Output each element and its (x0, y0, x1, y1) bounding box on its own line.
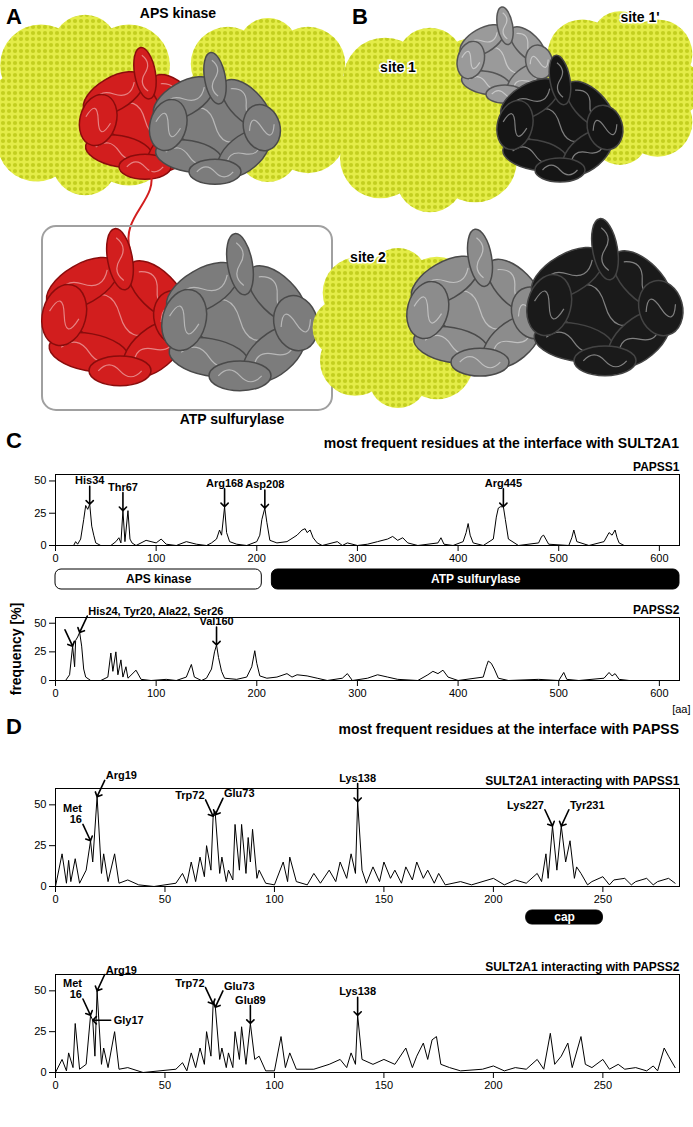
svg-text:His24, Tyr20, Ala22, Ser26: His24, Tyr20, Ala22, Ser26 (88, 605, 223, 617)
html-text:D: D (6, 714, 22, 739)
svg-text:0: 0 (40, 880, 46, 892)
svg-text:0: 0 (52, 687, 58, 699)
svg-text:0: 0 (52, 552, 58, 564)
svg-text:Gly17: Gly17 (114, 1014, 144, 1026)
svg-text:PAPSS1: PAPSS1 (633, 460, 680, 474)
svg-text:Met16: Met16 (63, 802, 82, 825)
svg-text:Glu89: Glu89 (235, 994, 266, 1006)
svg-text:100: 100 (147, 552, 165, 564)
svg-text:25: 25 (34, 1025, 46, 1037)
svg-text:25: 25 (34, 507, 46, 519)
svg-text:50: 50 (34, 617, 46, 629)
svg-text:PAPSS2: PAPSS2 (633, 603, 680, 617)
svg-text:Tyr231: Tyr231 (570, 799, 605, 811)
svg-text:site 1': site 1' (620, 9, 659, 25)
svg-text:0: 0 (40, 674, 46, 686)
svg-text:0: 0 (52, 893, 58, 905)
svg-text:0: 0 (40, 1066, 46, 1078)
svg-text:50: 50 (34, 474, 46, 486)
svg-text:Trp72: Trp72 (175, 977, 204, 989)
svg-text:0: 0 (52, 1079, 58, 1091)
svg-text:200: 200 (484, 1079, 502, 1091)
svg-text:[aa]: [aa] (672, 703, 690, 715)
svg-text:Arg445: Arg445 (485, 477, 522, 489)
svg-text:500: 500 (550, 552, 568, 564)
svg-text:25: 25 (34, 645, 46, 657)
svg-text:200: 200 (248, 687, 266, 699)
svg-text:Val160: Val160 (199, 615, 234, 627)
svg-text:50: 50 (159, 893, 171, 905)
svg-text:SULT2A1 interacting with PAPSS: SULT2A1 interacting with PAPSS2 (485, 960, 680, 974)
svg-text:200: 200 (484, 893, 502, 905)
svg-text:His34: His34 (75, 474, 105, 486)
svg-text:Lys138: Lys138 (339, 772, 376, 784)
svg-text:250: 250 (594, 1079, 612, 1091)
svg-text:Glu73: Glu73 (224, 980, 255, 992)
svg-text:frequency [%]: frequency [%] (8, 603, 24, 696)
svg-text:150: 150 (375, 893, 393, 905)
svg-text:100: 100 (265, 1079, 283, 1091)
svg-text:Arg19: Arg19 (106, 769, 137, 781)
html-text:most frequent residues at the: most frequent residues at the interface … (323, 435, 679, 451)
svg-text:150: 150 (375, 1079, 393, 1091)
svg-text:ATP sulfurylase: ATP sulfurylase (431, 572, 521, 586)
svg-text:100: 100 (147, 687, 165, 699)
svg-text:50: 50 (34, 798, 46, 810)
svg-text:Trp72: Trp72 (175, 789, 204, 801)
svg-text:APS kinase: APS kinase (126, 572, 192, 586)
html-text:C: C (6, 428, 22, 453)
svg-text:200: 200 (248, 552, 266, 564)
svg-text:site 2: site 2 (350, 249, 386, 265)
svg-text:0: 0 (40, 539, 46, 551)
svg-text:Arg168: Arg168 (206, 477, 243, 489)
svg-text:ATP sulfurylase: ATP sulfurylase (180, 411, 285, 427)
svg-text:SULT2A1 interacting with PAPSS: SULT2A1 interacting with PAPSS1 (485, 774, 680, 788)
svg-text:600: 600 (650, 552, 668, 564)
svg-text:APS kinase: APS kinase (140, 5, 216, 21)
svg-text:B: B (352, 4, 368, 29)
svg-text:400: 400 (449, 687, 467, 699)
svg-text:50: 50 (159, 1079, 171, 1091)
svg-text:400: 400 (449, 552, 467, 564)
svg-text:100: 100 (265, 893, 283, 905)
svg-text:cap: cap (554, 910, 575, 924)
svg-text:Thr67: Thr67 (108, 481, 138, 493)
svg-text:300: 300 (348, 552, 366, 564)
svg-text:Asp208: Asp208 (245, 478, 284, 490)
svg-text:25: 25 (34, 839, 46, 851)
svg-text:Lys138: Lys138 (339, 985, 376, 997)
svg-text:Arg19: Arg19 (106, 964, 137, 976)
html-text:most frequent residues at the: most frequent residues at the interface … (338, 721, 679, 737)
svg-text:300: 300 (348, 687, 366, 699)
svg-text:600: 600 (650, 687, 668, 699)
svg-text:Glu73: Glu73 (224, 787, 255, 799)
svg-text:Met16: Met16 (63, 977, 82, 1000)
svg-text:500: 500 (550, 687, 568, 699)
svg-text:site 1: site 1 (380, 59, 416, 75)
svg-text:A: A (6, 4, 22, 29)
svg-text:Lys227: Lys227 (507, 799, 544, 811)
svg-text:50: 50 (34, 984, 46, 996)
svg-text:250: 250 (594, 893, 612, 905)
